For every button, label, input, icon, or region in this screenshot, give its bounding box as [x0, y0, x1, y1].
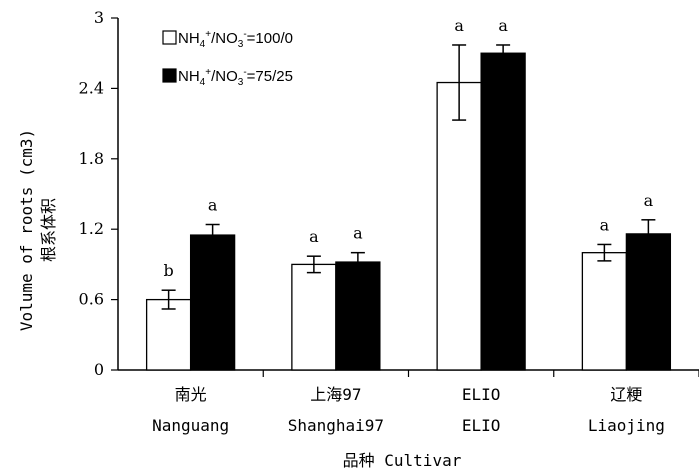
y-axis-label: Volume of roots (cm3) — [17, 129, 36, 331]
bar-series-1 — [582, 253, 626, 370]
category-label-latin: ELIO — [462, 416, 501, 435]
legend-label-part: NH — [178, 68, 200, 85]
legend-label: NH4+/NO3-=75/25 — [178, 67, 293, 88]
bar-series-1 — [292, 264, 336, 370]
legend-label-part: NH — [178, 30, 200, 47]
legend-label-part: 4 — [200, 39, 206, 50]
legend-label: NH4+/NO3-=100/0 — [178, 29, 293, 50]
y-axis-label-chinese: 根系体积 — [39, 198, 58, 262]
legend-label-part: /NO — [211, 30, 238, 47]
significance-letter: a — [498, 16, 508, 35]
category-label-latin: Liaojing — [588, 416, 665, 435]
y-tick-label: 0.6 — [79, 290, 104, 309]
category-label: ELIO — [462, 385, 501, 404]
category-label-latin: Shanghai97 — [288, 416, 384, 435]
bar-series-1 — [147, 300, 191, 370]
y-tick-label: 0 — [94, 360, 104, 379]
bar-series-2 — [626, 234, 670, 370]
category-label: 辽粳 — [610, 385, 642, 404]
significance-letter: a — [353, 224, 363, 243]
significance-letter: a — [309, 227, 319, 246]
y-tick-label: 1.8 — [79, 149, 104, 168]
legend-label-part: 3 — [238, 77, 244, 88]
bar-series-2 — [336, 262, 380, 370]
significance-letter: a — [600, 215, 610, 234]
legend: NH4+/NO3-=100/0 NH4+/NO3-=75/25 — [163, 29, 293, 88]
legend-label-part: 3 — [238, 39, 244, 50]
legend-swatch — [163, 69, 176, 82]
y-tick-label: 2.4 — [79, 78, 104, 97]
category-label-latin: Nanguang — [152, 416, 229, 435]
bar-series-1 — [437, 83, 481, 370]
category-label: 上海97 — [310, 385, 361, 404]
legend-label-part: /NO — [211, 68, 238, 85]
significance-letter: a — [644, 191, 654, 210]
legend-swatch — [163, 31, 176, 44]
bar-series-2 — [191, 235, 235, 370]
y-tick-label: 3 — [94, 8, 104, 27]
significance-letter: b — [164, 261, 174, 280]
x-axis-label: 品种 Cultivar — [343, 451, 462, 470]
y-tick-label: 1.2 — [79, 219, 104, 238]
significance-letter: a — [454, 16, 464, 35]
category-label: 南光 — [175, 385, 207, 404]
bar-series-2 — [481, 53, 525, 370]
legend-label-part: =75/25 — [247, 68, 293, 85]
legend-label-part: =100/0 — [247, 30, 293, 47]
significance-letter: a — [208, 196, 218, 215]
legend-label-part: 4 — [200, 77, 206, 88]
